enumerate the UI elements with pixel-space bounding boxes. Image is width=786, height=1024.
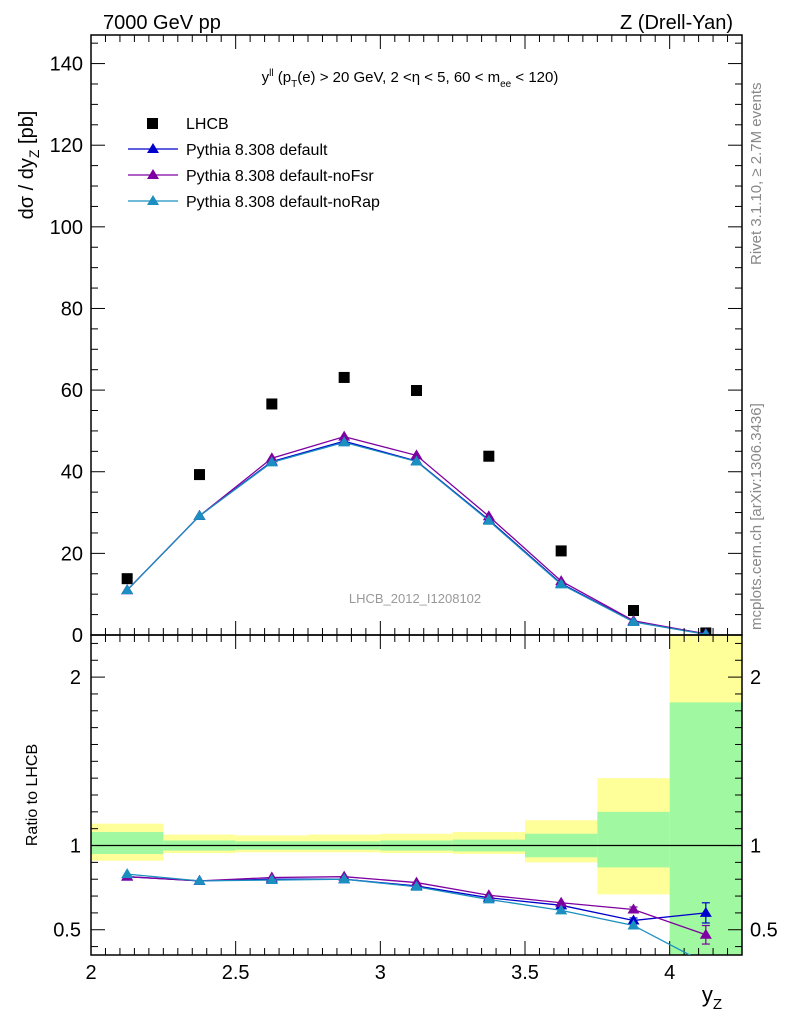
ratio-y-tick-label-left: 2 bbox=[70, 667, 81, 689]
ratio-y-tick-label-right: 0.5 bbox=[750, 920, 778, 942]
legend-item-pythia-default: Pythia 8.308 default bbox=[128, 142, 328, 159]
ratio-point-pythia-8-308-default bbox=[627, 914, 640, 925]
ratio-band-inner bbox=[91, 832, 164, 854]
main-y-tick-label: 20 bbox=[61, 543, 83, 565]
legend-item-pythia-nofsr: Pythia 8.308 default-noFsr bbox=[128, 168, 374, 185]
legend-label-pythia-norap: Pythia 8.308 default-noRap bbox=[186, 194, 380, 211]
data-point-pythia-8-308-default-norap bbox=[627, 615, 640, 626]
data-point-lhcb bbox=[194, 469, 205, 481]
ratio-y-tick-label-left: 1 bbox=[70, 836, 81, 858]
ratio-point-pythia-8-308-default-norap bbox=[121, 868, 134, 879]
ratio-plot-area: 2 2.5 3 3.5 4 0.5 0.5 1 1 2 2 bbox=[53, 35, 778, 984]
ratio-y-axis-label: Ratio to LHCB bbox=[24, 744, 41, 846]
ratio-y-tick-label-right: 2 bbox=[750, 667, 761, 689]
data-point-pythia-8-308-default-norap bbox=[265, 456, 278, 467]
analysis-label: LHCB_2012_I1208102 bbox=[349, 591, 481, 606]
ratio-point-pythia-8-308-default-norap bbox=[265, 874, 278, 885]
header-process-label: Z (Drell-Yan) bbox=[620, 12, 733, 34]
header-energy-label: 7000 GeV pp bbox=[103, 12, 221, 34]
main-y-tick-label: 120 bbox=[50, 135, 83, 157]
legend-triangle-nofsr bbox=[147, 169, 159, 179]
main-y-tick-label: 60 bbox=[61, 380, 83, 402]
main-y-tick-label: 40 bbox=[61, 462, 83, 484]
legend: LHCB Pythia 8.308 default Pythia 8.308 d… bbox=[128, 116, 380, 211]
main-plot-area: 0 20 40 60 80 100 120 140 bbox=[50, 42, 742, 647]
rivet-version-label: Rivet 3.1.10, ≥ 2.7M events bbox=[748, 83, 765, 266]
main-plot-title: yll (pT(e) > 20 GeV, 2 <η < 5, 60 < mee … bbox=[262, 68, 559, 90]
legend-label-pythia-default: Pythia 8.308 default bbox=[186, 142, 328, 159]
ratio-series-group bbox=[121, 868, 712, 955]
data-point-lhcb bbox=[338, 371, 350, 383]
legend-label-pythia-nofsr: Pythia 8.308 default-noFsr bbox=[186, 168, 374, 185]
ratio-point-pythia-8-308-default-nofsr bbox=[699, 928, 712, 939]
data-point-pythia-8-308-default-norap bbox=[121, 584, 134, 595]
ratio-point-pythia-8-308-default-norap bbox=[627, 919, 640, 930]
ratio-point-pythia-8-308-default-norap bbox=[482, 893, 495, 904]
data-point-lhcb bbox=[411, 385, 422, 397]
ratio-y-tick-label-left: 0.5 bbox=[53, 920, 81, 942]
data-point-pythia-8-308-default-norap bbox=[482, 514, 495, 525]
data-point-lhcb bbox=[555, 545, 567, 557]
data-point-pythia-8-308-default-nofsr bbox=[410, 449, 423, 460]
main-y-tick-label: 100 bbox=[50, 217, 83, 239]
data-point-lhcb bbox=[266, 398, 278, 410]
ratio-point-pythia-8-308-default bbox=[699, 906, 712, 917]
legend-triangle-norap bbox=[147, 195, 159, 205]
legend-item-lhcb: LHCB bbox=[147, 116, 229, 133]
data-point-pythia-8-308-default-nofsr bbox=[338, 430, 351, 441]
ratio-point-pythia-8-308-default-nofsr bbox=[627, 903, 640, 914]
legend-label-lhcb: LHCB bbox=[186, 116, 229, 133]
data-point-lhcb bbox=[121, 573, 133, 585]
legend-triangle-default bbox=[147, 143, 159, 153]
main-y-tick-label: 80 bbox=[61, 298, 83, 320]
ratio-point-pythia-8-308-default-norap bbox=[338, 873, 351, 884]
ratio-point-pythia-8-308-default-norap bbox=[193, 874, 206, 885]
data-point-pythia-8-308-default-norap bbox=[338, 436, 351, 447]
main-y-tick-label: 140 bbox=[50, 54, 83, 76]
data-point-lhcb bbox=[628, 605, 639, 617]
x-tick-label: 2 bbox=[85, 962, 96, 984]
data-point-lhcb bbox=[483, 450, 495, 462]
ratio-plot-frame bbox=[90, 634, 743, 956]
legend-item-pythia-norap: Pythia 8.308 default-noRap bbox=[128, 194, 380, 211]
x-tick-label: 2.5 bbox=[222, 962, 250, 984]
ratio-point-pythia-8-308-default-norap bbox=[555, 904, 568, 915]
x-tick-label: 4 bbox=[664, 962, 675, 984]
mcplots-label: mcplots.cern.ch [arXiv:1306.3436] bbox=[748, 403, 765, 630]
x-axis-label: yZ bbox=[702, 982, 722, 1013]
x-tick-label: 3.5 bbox=[511, 962, 539, 984]
data-point-pythia-8-308-default-norap bbox=[555, 578, 568, 589]
main-y-tick-label: 0 bbox=[72, 625, 83, 647]
data-point-pythia-8-308-default-norap bbox=[410, 455, 423, 466]
ratio-point-pythia-8-308-default-norap bbox=[410, 880, 423, 891]
main-y-axis-label: dσ / dyZ [pb] bbox=[16, 111, 42, 220]
ratio-band-inner bbox=[597, 811, 670, 868]
legend-square-marker bbox=[147, 118, 158, 129]
ratio-y-tick-label-right: 1 bbox=[750, 836, 761, 858]
ratio-point-pythia-8-308-default-nofsr bbox=[555, 896, 568, 907]
data-point-pythia-8-308-default-norap bbox=[193, 509, 206, 520]
x-tick-label: 3 bbox=[375, 962, 386, 984]
